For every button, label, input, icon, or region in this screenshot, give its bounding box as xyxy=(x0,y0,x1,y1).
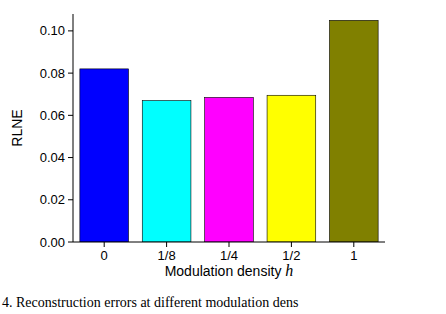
x-tick-label: 1/8 xyxy=(158,248,176,263)
bar xyxy=(80,69,129,242)
y-tick-label: 0.04 xyxy=(40,150,65,165)
x-tick xyxy=(166,242,167,247)
x-axis-label: Modulation density h xyxy=(165,262,294,279)
x-tick xyxy=(291,242,292,247)
y-tick xyxy=(68,30,73,31)
bar xyxy=(205,97,254,242)
y-tick-label: 0.08 xyxy=(40,66,65,81)
x-tick xyxy=(229,242,230,247)
x-tick xyxy=(104,242,105,247)
x-tick-label: 0 xyxy=(101,248,108,263)
y-axis xyxy=(73,14,74,242)
bar xyxy=(142,101,191,242)
x-tick-label: 1 xyxy=(350,248,357,263)
x-tick-label: 1/2 xyxy=(282,248,300,263)
y-tick-label: 0.02 xyxy=(40,192,65,207)
bar xyxy=(267,95,316,242)
y-axis-label: RLNE xyxy=(9,109,25,146)
y-tick xyxy=(68,73,73,74)
bar xyxy=(329,20,378,242)
x-tick xyxy=(353,242,354,247)
y-tick-label: 0.00 xyxy=(40,235,65,250)
y-tick xyxy=(68,199,73,200)
x-label-part: Modulation density xyxy=(165,263,286,279)
x-label-symbol: h xyxy=(285,262,293,279)
chart: 0.00 0.02 0.04 0.06 0.08 0.10 0 1/8 1/4 1/2 1 Modul… xyxy=(0,0,446,314)
y-tick xyxy=(68,242,73,243)
y-tick xyxy=(68,115,73,116)
y-tick xyxy=(68,157,73,158)
y-tick-label: 0.10 xyxy=(40,23,65,38)
x-tick-label: 1/4 xyxy=(220,248,238,263)
y-tick-label: 0.06 xyxy=(40,108,65,123)
caption: 4. Reconstruction errors at different mo… xyxy=(2,295,298,310)
bars xyxy=(80,20,378,242)
